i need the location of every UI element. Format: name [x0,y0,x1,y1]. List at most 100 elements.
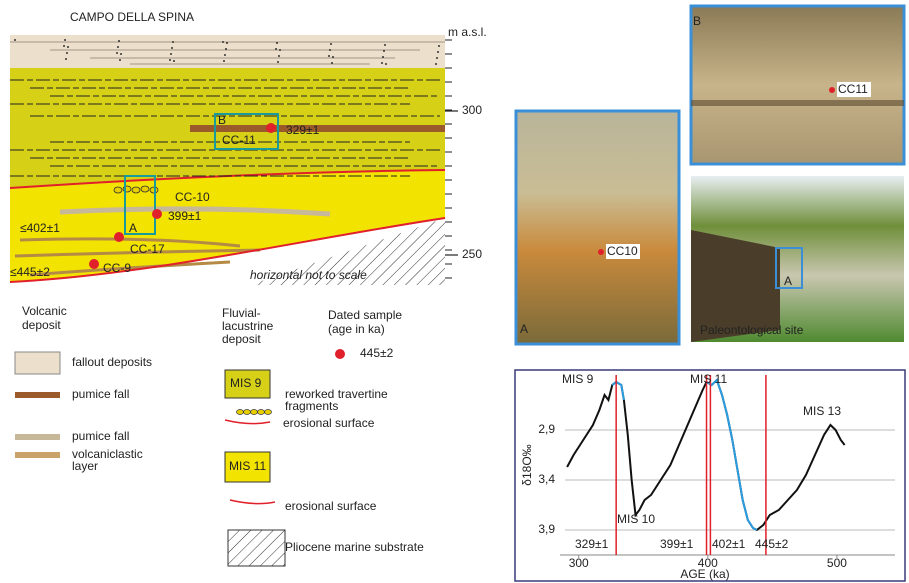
x-axis-label: AGE (ka) [680,567,729,581]
legend-mis11 [224,451,271,483]
fallout-dot [116,52,118,54]
annotation: MIS 13 [803,404,841,418]
fallout-dot [438,45,440,47]
fallout-dot [329,49,331,51]
sample-dot [89,259,99,269]
legend-title: deposit [22,318,61,332]
photo-sample: CC10 [607,244,638,258]
sample-age: 329±1 [286,123,320,137]
fallout-dot [117,46,119,48]
volcaniclastic-lines [14,237,261,277]
fallout-layer [10,35,445,68]
photo-sample-dot [598,249,604,255]
fallout-dot [222,41,224,43]
legend-mis9 [224,369,271,399]
sample-age: ≤402±1 [20,221,60,235]
legend-mis9-label: MIS 9 [230,376,262,390]
photo-sample: CC11 [838,82,868,96]
fallout-dot [331,62,333,64]
fallout-dot [223,60,225,62]
fallout-dot [382,56,384,58]
annotation: MIS 11 [690,372,727,386]
fallout-dot [14,39,16,41]
fallout-dot [278,55,280,57]
fallout-dot [436,57,438,59]
legend-swatch [14,351,61,375]
legend-swatch [15,434,60,440]
pumice-band [190,125,445,132]
legend-erosional [229,499,276,505]
sample-box [214,113,279,150]
travertine-fragments [113,185,159,194]
legend-title: Dated sample [328,308,402,322]
photo-b [689,4,906,166]
legend-fragment [264,409,272,415]
legend-fragment [257,409,265,415]
legend-item: reworked travertine [285,387,388,401]
site-box [775,247,803,289]
x-tick-label: 400 [698,556,718,570]
elevation-tick-label: 250 [462,247,482,261]
fallout-dot [120,53,122,55]
site-building [691,230,780,342]
annotation: MIS 10 [617,512,655,526]
legend-item: erosional surface [285,499,377,513]
legend-item: fragments [285,399,338,413]
elevation-unit: m a.s.l. [448,25,487,39]
y-tick-label: 3,4 [538,472,555,486]
fallout-dot [328,55,330,57]
photo-sample-dot [829,87,835,93]
fallout-dot [437,51,439,53]
fallout-dot [64,39,66,41]
fallout-dot [63,45,65,47]
legend-title: lacustrine [222,319,274,333]
fallout-dot [276,42,278,44]
curve [611,380,625,401]
photo-b-layer [691,100,904,106]
fallout-dot [172,41,174,43]
photo-box-label: A [784,274,792,288]
photo-label: A [520,322,528,336]
fallout-dot [381,62,383,64]
legend-item: pumice fall [72,387,129,401]
x-tick-label: 500 [827,556,847,570]
legend-fragment [236,409,244,415]
sample-age: ≤445±2 [10,265,50,279]
photo-label: B [693,14,701,28]
legend-item: erosional surface [283,416,375,430]
fallout-dot [279,49,281,51]
sample-age: 399±1 [168,209,202,223]
elevation-tick-label: 300 [462,103,482,117]
curve [706,378,758,531]
x-tick-label: 300 [569,556,589,570]
section-layers [9,35,446,285]
legend-dot [335,349,345,359]
legend-item: pumice fall [72,429,129,443]
sample-dot [266,123,276,133]
legend-item: fallout deposits [72,355,152,369]
sample-id: CC-11 [222,133,256,147]
legend-title: deposit [222,332,261,346]
photo-tag [837,82,871,97]
fallout-dot [225,48,227,50]
photo-a [514,109,681,346]
sample-box [124,175,156,235]
fallout-dot [170,53,172,55]
legend-title: Volcanic [22,304,67,318]
legend-swatch [15,452,60,458]
sample-box-label: A [129,221,137,235]
legend-mis11-label: MIS 11 [229,459,266,473]
sample-id: CC-17 [130,242,165,256]
fallout-dot [66,52,68,54]
fallout-dot [224,54,226,56]
fallout-dot [277,61,279,63]
sample-dot [152,209,162,219]
photo-caption: Paleontological site [700,323,804,337]
y-tick-label: 3,9 [538,522,555,536]
fallout-dot [169,59,171,61]
section-title: CAMPO DELLA SPINA [70,10,194,24]
fallout-dot [383,50,385,52]
legend-swatch [15,392,60,398]
legend-fragment [243,409,251,415]
